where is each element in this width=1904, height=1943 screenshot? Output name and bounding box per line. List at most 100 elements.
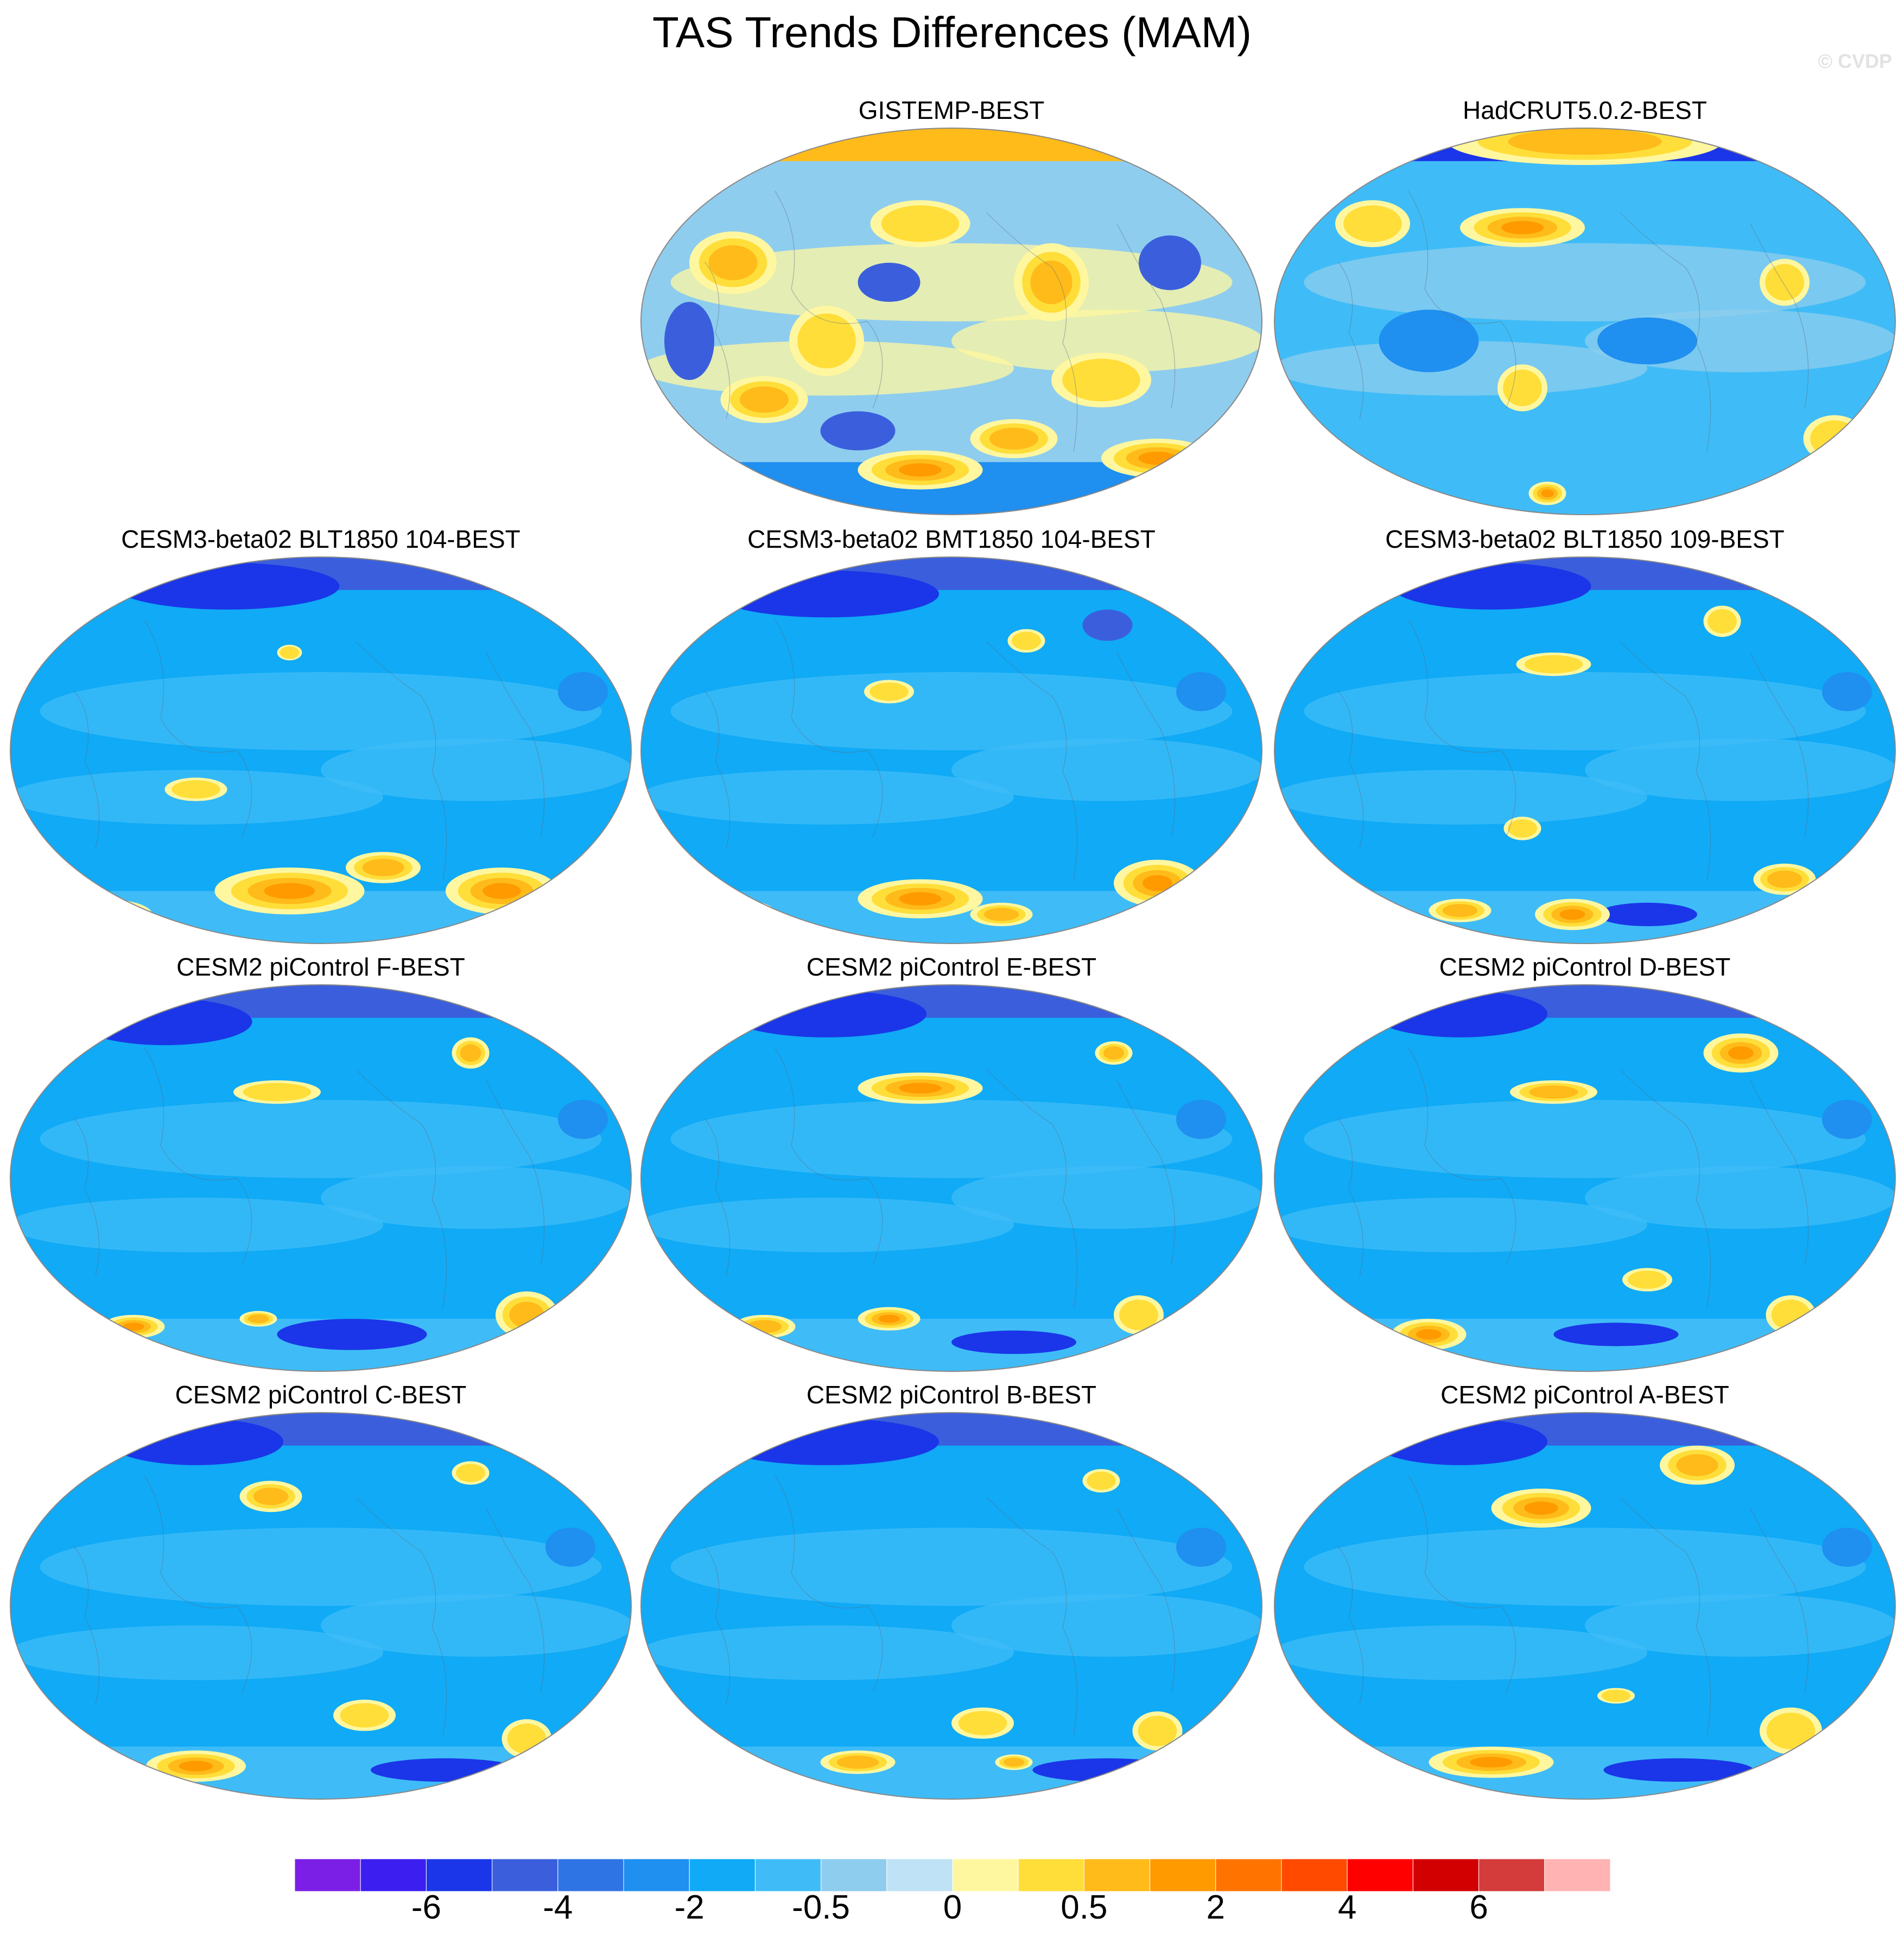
panel-title: CESM3-beta02 BLT1850 104-BEST: [121, 525, 521, 553]
cold-anomaly: [1139, 235, 1201, 290]
coastlines: [1337, 1475, 1809, 1737]
cold-anomaly: [714, 1418, 939, 1465]
colorbar-tick-label: 0.5: [1061, 1889, 1108, 1926]
coastlines: [1337, 1047, 1809, 1309]
cold-anomaly: [1176, 672, 1226, 711]
warm-anomaly: [870, 682, 909, 701]
robinson-map: [640, 1412, 1262, 1800]
colorbar-swatch: [426, 1858, 493, 1892]
map-outline: [10, 1412, 632, 1800]
coastlines: [73, 619, 545, 881]
colorbar-swatch: [295, 1858, 361, 1892]
warm-anomaly: [1628, 1270, 1667, 1289]
cold-anomaly: [545, 1528, 595, 1567]
robinson-map: [10, 984, 632, 1372]
cold-anomaly: [858, 263, 921, 302]
anomaly-band: [1274, 1625, 1647, 1680]
warm-anomaly: [899, 1083, 942, 1094]
warm-anomaly: [340, 1703, 389, 1728]
cold-anomaly: [1373, 1418, 1547, 1465]
warm-anomaly: [1103, 1046, 1125, 1060]
anomaly-band: [1274, 1198, 1647, 1252]
cold-anomaly: [1822, 672, 1872, 711]
robinson-map: [640, 128, 1262, 515]
robinson-map: [10, 1412, 632, 1800]
anomaly-band: [670, 1100, 1233, 1178]
warm-anomaly: [1541, 489, 1554, 498]
warm-anomaly: [74, 906, 131, 923]
anomaly-band: [1304, 243, 1866, 321]
warm-anomaly: [1062, 358, 1140, 402]
panel-title: GISTEMP-BEST: [858, 96, 1045, 124]
colorbar-swatch: [1150, 1858, 1216, 1892]
colorbar-tick-label: -6: [411, 1889, 441, 1926]
colorbar-swatch: [1544, 1858, 1610, 1892]
anomaly-band: [1585, 738, 1895, 801]
arctic-band: [641, 985, 1262, 1018]
colorbar-tick-label: -4: [543, 1889, 573, 1926]
colorbar-swatch: [1412, 1858, 1480, 1892]
anomaly-band: [641, 1198, 1014, 1252]
anomaly-band: [670, 243, 1233, 321]
colorbar-tick-label: 2: [1206, 1889, 1226, 1926]
warm-anomaly: [1503, 369, 1542, 407]
warm-anomaly: [172, 780, 220, 799]
cold-anomaly: [1603, 1758, 1754, 1782]
warm-anomaly: [983, 908, 1019, 921]
robinson-map: [1274, 1412, 1896, 1800]
warm-anomaly: [253, 1488, 289, 1505]
colorbar-swatch: [1281, 1858, 1348, 1892]
warm-anomaly: [456, 1464, 485, 1483]
coastlines: [1337, 619, 1809, 881]
map-outline: [640, 128, 1262, 515]
warm-anomaly: [1119, 1299, 1158, 1331]
cold-anomaly: [371, 1758, 521, 1782]
panel-title: CESM2 piControl B-BEST: [806, 1381, 1097, 1409]
anomaly-band: [1304, 672, 1866, 750]
warm-anomaly: [1508, 819, 1537, 838]
cold-anomaly: [1373, 990, 1547, 1037]
warm-anomaly: [1138, 1716, 1177, 1746]
warm-anomaly: [797, 313, 856, 369]
map-outline: [1274, 128, 1896, 515]
warm-anomaly: [509, 1301, 544, 1328]
anomaly-band: [670, 672, 1233, 750]
warm-anomaly: [52, 898, 153, 931]
anomaly-band: [1585, 1166, 1895, 1229]
colorbar-swatch: [492, 1858, 558, 1892]
warm-anomaly: [1766, 1712, 1816, 1750]
warm-anomaly: [689, 898, 777, 931]
warm-anomaly: [1765, 264, 1804, 301]
anomaly-band: [951, 1166, 1262, 1229]
cold-anomaly: [1597, 317, 1697, 365]
colorbar-swatch: [623, 1858, 690, 1892]
robinson-map: [1274, 984, 1896, 1372]
warm-anomaly: [123, 1322, 144, 1331]
map-panel-pic_e: CESM2 piControl E-BEST: [639, 952, 1264, 1376]
coastlines: [73, 1047, 545, 1309]
warm-anomaly: [362, 858, 404, 877]
cold-anomaly: [109, 1418, 283, 1465]
cold-anomaly: [664, 302, 714, 380]
arctic-band: [641, 557, 1262, 590]
anomaly-band: [951, 738, 1262, 801]
warm-anomaly: [1003, 1757, 1025, 1767]
panel-title: CESM2 piControl D-BEST: [1439, 953, 1731, 981]
map-outline: [640, 556, 1262, 944]
anomaly-band: [1274, 770, 1647, 825]
cold-anomaly: [277, 1319, 427, 1350]
warm-anomaly: [1767, 870, 1803, 888]
map-panel-pic_f: CESM2 piControl F-BEST: [9, 952, 633, 1376]
anomaly-band: [1274, 341, 1647, 396]
panel-title: CESM3-beta02 BLT1850 109-BEST: [1385, 525, 1785, 553]
map-panel-cesm3_104_bmt: CESM3-beta02 BMT1850 104-BEST: [639, 524, 1264, 948]
colorbar-swatch: [821, 1858, 887, 1892]
map-outline: [640, 1412, 1262, 1800]
cold-anomaly: [1176, 1100, 1226, 1139]
warm-anomaly: [881, 205, 960, 242]
southern-ocean-band: [1274, 1746, 1895, 1799]
warm-anomaly: [899, 892, 942, 906]
warm-anomaly: [989, 427, 1039, 450]
southern-ocean-band: [10, 1746, 631, 1799]
panel-title: HadCRUT5.0.2-BEST: [1463, 96, 1707, 124]
